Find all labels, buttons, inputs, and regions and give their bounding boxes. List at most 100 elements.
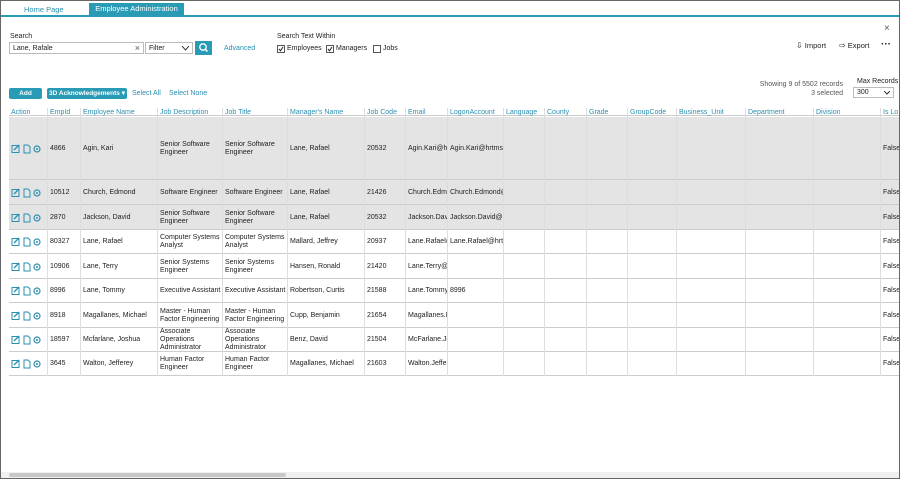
table-cell <box>677 254 746 279</box>
close-icon[interactable]: × <box>884 23 890 34</box>
advanced-link[interactable]: Advanced <box>224 45 256 52</box>
action-icon-set[interactable] <box>11 286 45 296</box>
column-header[interactable]: Business_Unit <box>677 108 746 117</box>
table-cell: Senior Software Engineer <box>223 205 288 230</box>
table-cell: Executive Assistant <box>223 279 288 303</box>
table-cell <box>545 303 587 328</box>
table-cell <box>448 303 504 328</box>
table-cell <box>677 328 746 352</box>
max-records-select[interactable]: 300 <box>853 87 894 98</box>
search-button[interactable] <box>195 41 212 55</box>
import-text: Import <box>804 41 827 50</box>
action-icon-set[interactable] <box>11 262 45 272</box>
cell-text: Associate Operations Administrator <box>225 328 267 351</box>
table-cell <box>545 328 587 352</box>
cell-text: 2870 <box>50 213 66 221</box>
column-header[interactable]: Action <box>9 108 48 117</box>
export-button[interactable]: ⇨ Export <box>839 41 870 50</box>
column-header[interactable]: EmpId <box>48 108 81 117</box>
column-header[interactable]: Department <box>746 108 814 117</box>
table-cell: False <box>881 279 900 303</box>
cell-text: False <box>883 287 900 294</box>
filter-select[interactable]: Filter <box>145 42 193 54</box>
column-header[interactable]: Job Title <box>223 108 288 117</box>
table-cell <box>814 254 881 279</box>
table-cell <box>504 230 545 254</box>
add-button[interactable]: Add <box>9 88 42 99</box>
column-header[interactable]: Email <box>406 108 448 117</box>
table-cell: 20532 <box>365 117 406 180</box>
table-cell: 20937 <box>365 230 406 254</box>
table-cell: 8996 <box>448 279 504 303</box>
table-cell: Senior Systems Engineer <box>223 254 288 279</box>
column-header[interactable]: GroupCode <box>628 108 677 117</box>
action-icons <box>9 303 48 328</box>
column-header[interactable]: Job Code <box>365 108 406 117</box>
table-cell <box>677 117 746 180</box>
table-cell: Mallard, Jeffrey <box>288 230 365 254</box>
column-header[interactable]: LogonAccount <box>448 108 504 117</box>
action-icons <box>9 117 48 180</box>
table-cell: Master - Human Factor Engineering <box>223 303 288 328</box>
column-header[interactable]: County <box>545 108 587 117</box>
table-cell <box>545 230 587 254</box>
tab-active[interactable]: Employee Administration <box>89 3 184 15</box>
action-icons <box>9 205 48 230</box>
table-cell: Walton.Jeffer <box>406 352 448 376</box>
table-cell: Jackson.Davi <box>406 205 448 230</box>
table-cell: Senior Software Engineer <box>158 117 223 180</box>
action-icon-set[interactable] <box>11 335 45 345</box>
select-all-link[interactable]: Select All <box>132 90 161 97</box>
cell-text: Senior Systems Engineer <box>225 258 275 274</box>
records-count: Showing 9 of 5502 records <box>759 81 843 88</box>
acknowledgements-button[interactable]: 3D Acknowledgements ▾ <box>47 88 127 99</box>
action-icon-set[interactable] <box>11 188 45 198</box>
column-header[interactable]: Is Lo <box>881 108 899 117</box>
clear-icon[interactable]: × <box>134 43 140 53</box>
table-cell: Lane.Rafael@hrtm <box>448 230 504 254</box>
table-cell <box>504 117 545 180</box>
checkbox[interactable] <box>326 45 334 53</box>
import-button[interactable]: ⇩ Import <box>796 41 827 50</box>
header-divider <box>9 115 899 116</box>
action-icon-set[interactable] <box>11 213 45 223</box>
checkbox[interactable] <box>277 45 285 53</box>
cell-text: Church, Edmond <box>83 188 136 196</box>
table-cell: 2870 <box>48 205 81 230</box>
cell-text: Associate Operations Administrator <box>160 328 202 351</box>
scrollbar-thumb[interactable] <box>9 473 286 477</box>
cell-text: 10906 <box>50 262 70 270</box>
cell-text: Walton.Jeffer <box>408 360 448 367</box>
checkbox[interactable] <box>373 45 381 53</box>
table-cell: False <box>881 328 899 352</box>
table-cell <box>504 180 545 205</box>
action-icons <box>9 328 48 352</box>
cell-text: Lane, Rafael <box>290 213 330 221</box>
column-header[interactable]: Grade <box>587 108 628 117</box>
action-icon-set[interactable] <box>11 359 45 369</box>
tab[interactable]: Home Page <box>24 5 64 14</box>
search-within-label: Search Text Within <box>277 33 336 40</box>
cell-text: Agin, Kari <box>83 144 114 152</box>
cell-text: Benz, David <box>290 336 328 343</box>
table-cell: Human Factor Engineer <box>223 352 288 376</box>
cell-text: 10512 <box>50 188 70 196</box>
search-input[interactable]: Lane, Rafale × <box>9 42 144 54</box>
column-header[interactable]: Division <box>814 108 881 117</box>
table-cell <box>814 117 881 180</box>
cell-text: 21420 <box>367 262 387 270</box>
column-header[interactable]: Job Description <box>158 108 223 117</box>
table-cell: 8918 <box>48 303 81 328</box>
select-none-link[interactable]: Select None <box>169 90 208 97</box>
more-menu[interactable]: ··· <box>881 39 891 50</box>
column-header[interactable]: Manager's Name <box>288 108 365 117</box>
action-icon-set[interactable] <box>11 237 45 247</box>
column-header[interactable]: Employee Name <box>81 108 158 117</box>
action-icon-set[interactable] <box>11 144 45 154</box>
table-cell: Lane, Rafael <box>81 230 158 254</box>
table-cell <box>746 328 814 352</box>
action-icon-set[interactable] <box>11 311 45 321</box>
cell-text: 21504 <box>367 336 387 343</box>
column-header[interactable]: Language <box>504 108 545 117</box>
table-cell: 10512 <box>48 180 81 205</box>
